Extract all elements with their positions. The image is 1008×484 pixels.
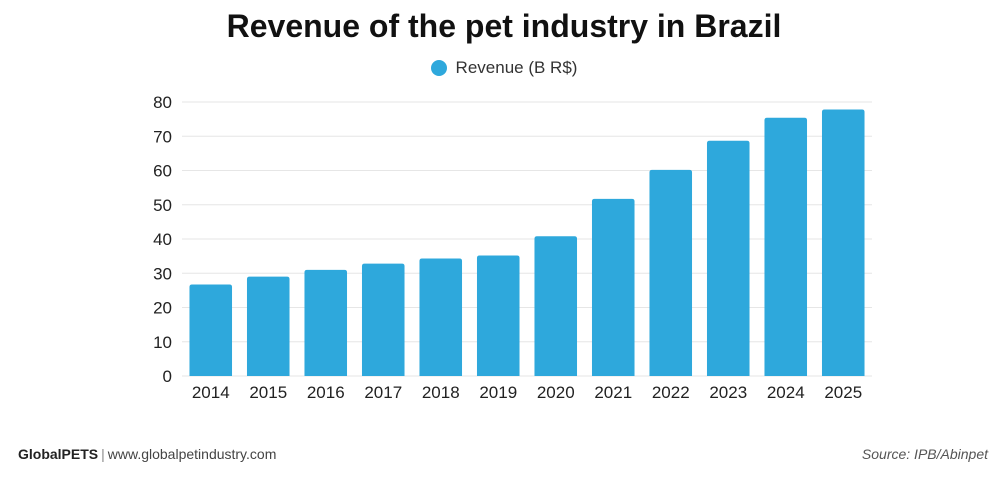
bar-2020[interactable] — [534, 236, 578, 376]
y-tick-label: 80 — [153, 93, 172, 112]
y-tick-label: 60 — [153, 162, 172, 181]
footer-separator: | — [101, 446, 105, 462]
bar-2014[interactable] — [189, 284, 233, 376]
bar-2024[interactable] — [764, 117, 808, 376]
bar-2016[interactable] — [304, 269, 348, 376]
x-tick-label: 2025 — [824, 383, 862, 402]
y-tick-label: 40 — [153, 230, 172, 249]
y-tick-label: 10 — [153, 333, 172, 352]
bar-2025[interactable] — [821, 109, 865, 376]
bar-2015[interactable] — [246, 276, 290, 376]
x-tick-label: 2019 — [479, 383, 517, 402]
x-tick-label: 2024 — [767, 383, 805, 402]
bar-2021[interactable] — [591, 198, 635, 376]
x-tick-label: 2015 — [249, 383, 287, 402]
bar-2019[interactable] — [476, 255, 520, 376]
x-tick-label: 2018 — [422, 383, 460, 402]
brand-name: GlobalPETS — [18, 446, 99, 462]
legend-swatch — [430, 60, 447, 76]
y-tick-label: 50 — [153, 196, 172, 215]
source-note: Source: IPB/Abinpet — [861, 446, 988, 462]
x-tick-label: 2020 — [537, 383, 575, 402]
x-tick-label: 2017 — [364, 383, 402, 402]
chart-legend: Revenue (B R$) — [0, 58, 1008, 78]
bar-2022[interactable] — [649, 169, 693, 376]
chart-title: Revenue of the pet industry in Brazil — [226, 8, 782, 44]
y-tick-label: 70 — [153, 127, 172, 146]
y-tick-label: 20 — [153, 299, 172, 318]
y-tick-label: 0 — [163, 367, 172, 386]
x-tick-label: 2023 — [709, 383, 747, 402]
x-tick-label: 2021 — [594, 383, 632, 402]
bar-2023[interactable] — [706, 140, 750, 376]
x-tick-label: 2014 — [192, 383, 230, 402]
bar-2018[interactable] — [419, 258, 463, 376]
footer-url[interactable]: www.globalpetindustry.com — [107, 446, 277, 462]
bar-2017[interactable] — [361, 263, 405, 376]
y-tick-label: 30 — [153, 264, 172, 283]
legend-label: Revenue (B R$) — [455, 58, 578, 77]
footer-credit: GlobalPETS | www.globalpetindustry.com — [18, 446, 276, 462]
x-tick-label: 2016 — [307, 383, 345, 402]
x-tick-label: 2022 — [652, 383, 690, 402]
